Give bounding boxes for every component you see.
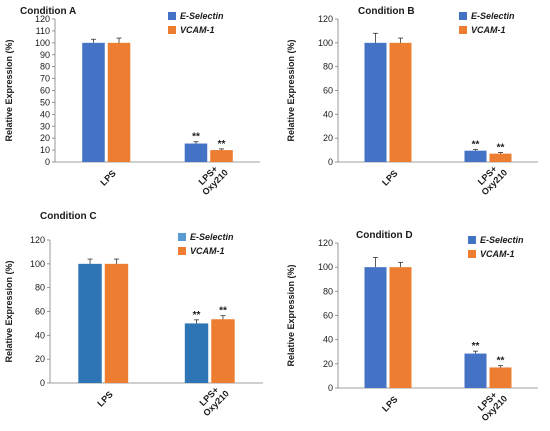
- legend-swatch-vcam-1: [459, 26, 467, 34]
- legend-label: E-Selectin: [180, 11, 224, 21]
- significance-label: **: [193, 310, 201, 321]
- y-tick-label: 60: [40, 86, 50, 96]
- y-tick-label: 60: [323, 311, 333, 321]
- y-tick-label: 0: [40, 378, 45, 388]
- y-tick-label: 80: [323, 286, 333, 296]
- bar-vcam-1-1: [210, 150, 233, 162]
- bar-e-selectin-1: [184, 143, 208, 162]
- y-tick-label: 60: [323, 86, 333, 96]
- y-tick-label: 80: [40, 62, 50, 72]
- y-axis-label: Relative Expression (%): [4, 260, 14, 362]
- x-tick-label: LPS: [380, 168, 399, 187]
- y-tick-label: 40: [35, 330, 45, 340]
- y-tick-label: 100: [30, 259, 45, 269]
- chart-title: Condition C: [40, 211, 97, 222]
- chart-panel-1: Condition A Relative Expression (%) 0 10 20 3…: [4, 6, 260, 197]
- y-tick-label: 120: [318, 238, 333, 248]
- legend-label: E-Selectin: [190, 232, 234, 242]
- significance-label: **: [497, 142, 505, 153]
- bar-e-selectin-0: [364, 42, 387, 163]
- y-tick-label: 20: [323, 133, 333, 143]
- chart-panel-4: Condition D Relative Expression (%) 0 20 40 6…: [286, 230, 538, 423]
- y-tick-label: 20: [35, 354, 45, 364]
- y-tick-label: 40: [323, 109, 333, 119]
- bar-vcam-1-0: [104, 263, 129, 383]
- legend-label: E-Selectin: [480, 235, 524, 245]
- bar-vcam-1-0: [389, 267, 412, 388]
- legend-swatch-e-selectin: [459, 12, 467, 20]
- legend-label: VCAM-1: [190, 246, 225, 256]
- y-tick-label: 100: [318, 38, 333, 48]
- y-tick-label: 120: [30, 235, 45, 245]
- x-tick-label: LPS: [98, 168, 117, 187]
- x-tick-label: LPS+Oxy210: [472, 160, 509, 197]
- legend-swatch-e-selectin: [168, 12, 176, 20]
- y-tick-label: 80: [35, 283, 45, 293]
- y-axis-label: Relative Expression (%): [286, 39, 296, 141]
- y-tick-label: 60: [35, 307, 45, 317]
- legend-label: VCAM-1: [471, 25, 506, 35]
- legend-swatch-e-selectin: [468, 236, 476, 244]
- y-tick-label: 50: [40, 97, 50, 107]
- significance-label: **: [218, 139, 226, 150]
- y-tick-label: 10: [40, 145, 50, 155]
- x-tick-label: LPS+Oxy210: [194, 381, 231, 418]
- legend-label: VCAM-1: [180, 25, 215, 35]
- chart-title: Condition B: [358, 6, 415, 17]
- y-tick-label: 20: [323, 359, 333, 369]
- y-axis-label: Relative Expression (%): [4, 39, 14, 141]
- bar-e-selectin-0: [82, 42, 105, 163]
- y-tick-label: 100: [35, 38, 50, 48]
- bar-e-selectin-1: [464, 150, 487, 162]
- bar-vcam-1-0: [389, 42, 412, 163]
- bar-e-selectin-0: [78, 263, 102, 383]
- significance-label: **: [192, 132, 200, 143]
- bar-e-selectin-0: [364, 267, 387, 388]
- significance-label: **: [472, 341, 480, 352]
- y-tick-label: 30: [40, 121, 50, 131]
- bar-vcam-1-1: [211, 319, 235, 383]
- x-tick-label: LPS: [95, 389, 114, 408]
- legend-swatch-vcam-1: [468, 250, 476, 258]
- y-axis-label: Relative Expression (%): [286, 264, 296, 366]
- y-tick-label: 70: [40, 74, 50, 84]
- y-tick-label: 120: [35, 14, 50, 24]
- y-tick-label: 80: [323, 62, 333, 72]
- legend-swatch-vcam-1: [178, 247, 186, 255]
- y-tick-label: 100: [318, 262, 333, 272]
- y-tick-label: 40: [40, 109, 50, 119]
- y-tick-label: 110: [36, 26, 50, 36]
- bar-vcam-1-1: [489, 153, 512, 162]
- y-tick-label: 0: [328, 157, 333, 167]
- y-tick-label: 0: [45, 157, 50, 167]
- legend-label: VCAM-1: [480, 249, 515, 259]
- significance-label: **: [472, 139, 480, 150]
- x-tick-label: LPS: [380, 394, 399, 413]
- y-tick-label: 20: [40, 133, 50, 143]
- legend-label: E-Selectin: [471, 11, 515, 21]
- y-tick-label: 120: [318, 14, 333, 24]
- bar-vcam-1-1: [489, 367, 512, 388]
- significance-label: **: [497, 356, 505, 367]
- chart-title: Condition A: [20, 6, 76, 17]
- legend-swatch-e-selectin: [178, 233, 186, 241]
- bar-e-selectin-1: [464, 353, 487, 388]
- chart-panel-3: Condition C Relative Expression (%) 0 20 40 6…: [4, 211, 263, 418]
- chart-title: Condition D: [356, 230, 413, 241]
- significance-label: **: [219, 306, 227, 317]
- y-tick-label: 90: [40, 50, 50, 60]
- bar-vcam-1-0: [107, 42, 131, 163]
- y-tick-label: 0: [328, 383, 333, 393]
- x-tick-label: LPS+Oxy210: [472, 386, 509, 423]
- y-tick-label: 40: [323, 335, 333, 345]
- bar-e-selectin-1: [184, 323, 209, 383]
- legend-swatch-vcam-1: [168, 26, 176, 34]
- x-tick-label: LPS+Oxy210: [193, 160, 230, 197]
- chart-panel-2: Condition B Relative Expression (%) 0 20 40 6…: [286, 6, 538, 197]
